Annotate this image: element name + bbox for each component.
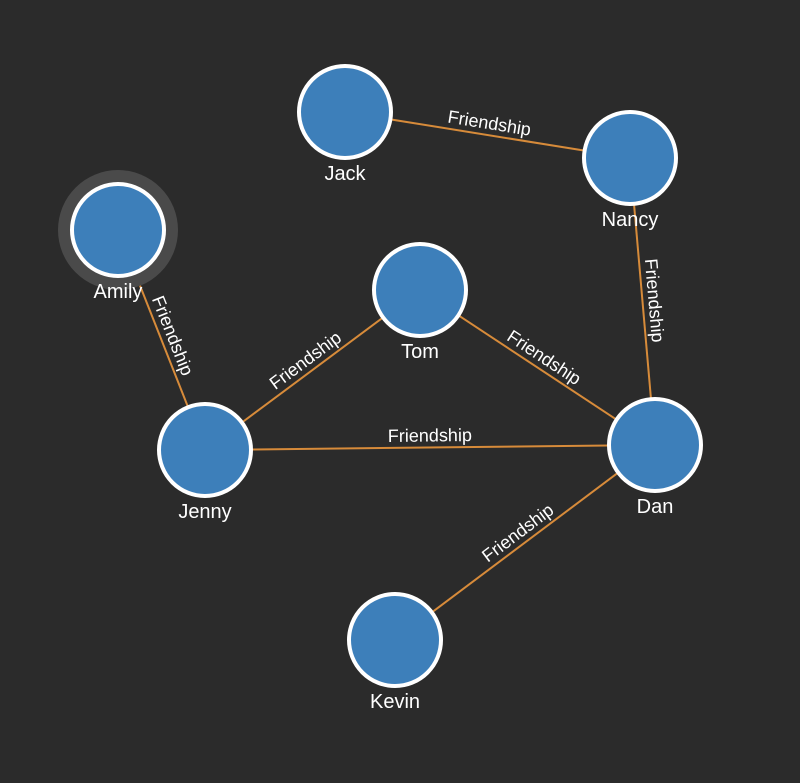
node-circle[interactable]	[584, 112, 676, 204]
node-label-nancy: Nancy	[602, 209, 659, 231]
node-label-jenny: Jenny	[178, 501, 231, 523]
node-circle[interactable]	[159, 404, 251, 496]
node-dan[interactable]: Dan	[609, 399, 701, 518]
node-jenny[interactable]: Jenny	[159, 404, 251, 523]
node-circle[interactable]	[349, 594, 441, 686]
node-label-tom: Tom	[401, 341, 439, 363]
node-label-kevin: Kevin	[370, 691, 420, 713]
edge-dan-kevin[interactable]	[432, 473, 618, 613]
node-nancy[interactable]: Nancy	[584, 112, 676, 231]
node-circle[interactable]	[609, 399, 701, 491]
node-label-dan: Dan	[637, 496, 674, 518]
node-jack[interactable]: Jack	[299, 66, 391, 185]
node-kevin[interactable]: Kevin	[349, 594, 441, 713]
edge-label-tom-dan: Friendship	[504, 326, 585, 389]
network-graph: Friendship Friendship Friendship Friendship…	[0, 0, 800, 783]
nodes-layer: Jack Nancy Amily Tom Jenny Dan Kevin	[58, 66, 701, 713]
node-amily[interactable]: Amily	[58, 170, 178, 303]
edge-label-jenny-dan: Friendship	[388, 425, 472, 446]
node-circle[interactable]	[374, 244, 466, 336]
edge-tom-dan[interactable]	[458, 315, 616, 419]
node-label-amily: Amily	[94, 281, 143, 303]
edge-jenny-dan[interactable]	[251, 446, 609, 450]
node-tom[interactable]: Tom	[374, 244, 466, 363]
node-circle[interactable]	[299, 66, 391, 158]
node-circle[interactable]	[72, 184, 164, 276]
edge-tom-jenny[interactable]	[242, 317, 383, 422]
node-label-jack: Jack	[324, 163, 366, 185]
edge-label-tom-jenny: Friendship	[266, 327, 345, 393]
edge-label-dan-kevin: Friendship	[478, 500, 557, 566]
